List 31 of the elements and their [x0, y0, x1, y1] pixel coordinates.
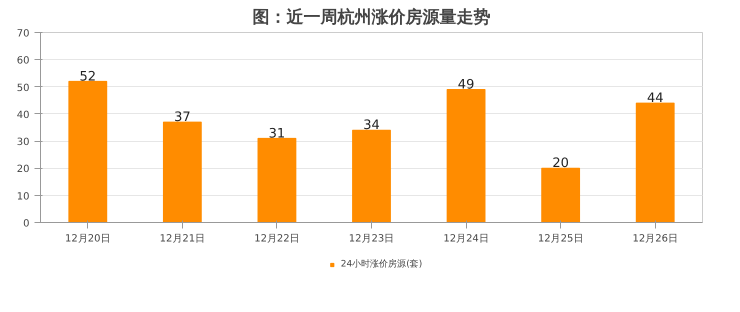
y-tick-label: 40 — [16, 110, 30, 121]
bar — [162, 122, 202, 222]
data-label: 20 — [552, 156, 569, 172]
bar — [636, 102, 675, 222]
bar — [68, 80, 108, 222]
data-label: 52 — [80, 69, 96, 84]
y-tick-label: 10 — [16, 191, 30, 202]
x-tick-label: 12月21日 — [160, 234, 206, 244]
y-tick-label: 50 — [16, 82, 30, 94]
data-label: 44 — [646, 91, 664, 106]
x-tick-label: 12月22日 — [254, 234, 300, 244]
y-tick-label: 20 — [16, 164, 30, 176]
x-tick-label: 12月25日 — [538, 234, 584, 244]
bar — [258, 138, 296, 222]
chart-title: 图：近一周杭州涨价房源量走势 — [252, 8, 490, 28]
bar — [541, 168, 580, 222]
data-label: 49 — [458, 78, 474, 92]
y-tick-label: 70 — [16, 28, 30, 40]
x-tick-label: 12月20日 — [65, 234, 111, 244]
data-label: 34 — [363, 118, 380, 134]
data-label: 37 — [174, 110, 191, 126]
bar — [352, 130, 391, 222]
x-tick-label: 12月26日 — [632, 234, 678, 244]
y-tick-label: 0 — [23, 218, 30, 230]
x-tick-label: 12月24日 — [443, 234, 489, 244]
y-tick-label: 60 — [16, 56, 30, 67]
legend-label: 24小时涨价房源(套) — [340, 258, 422, 270]
y-tick-label: 30 — [16, 137, 30, 148]
bar — [446, 89, 486, 222]
data-label: 31 — [268, 126, 286, 142]
x-tick-label: 12月23日 — [348, 234, 394, 244]
